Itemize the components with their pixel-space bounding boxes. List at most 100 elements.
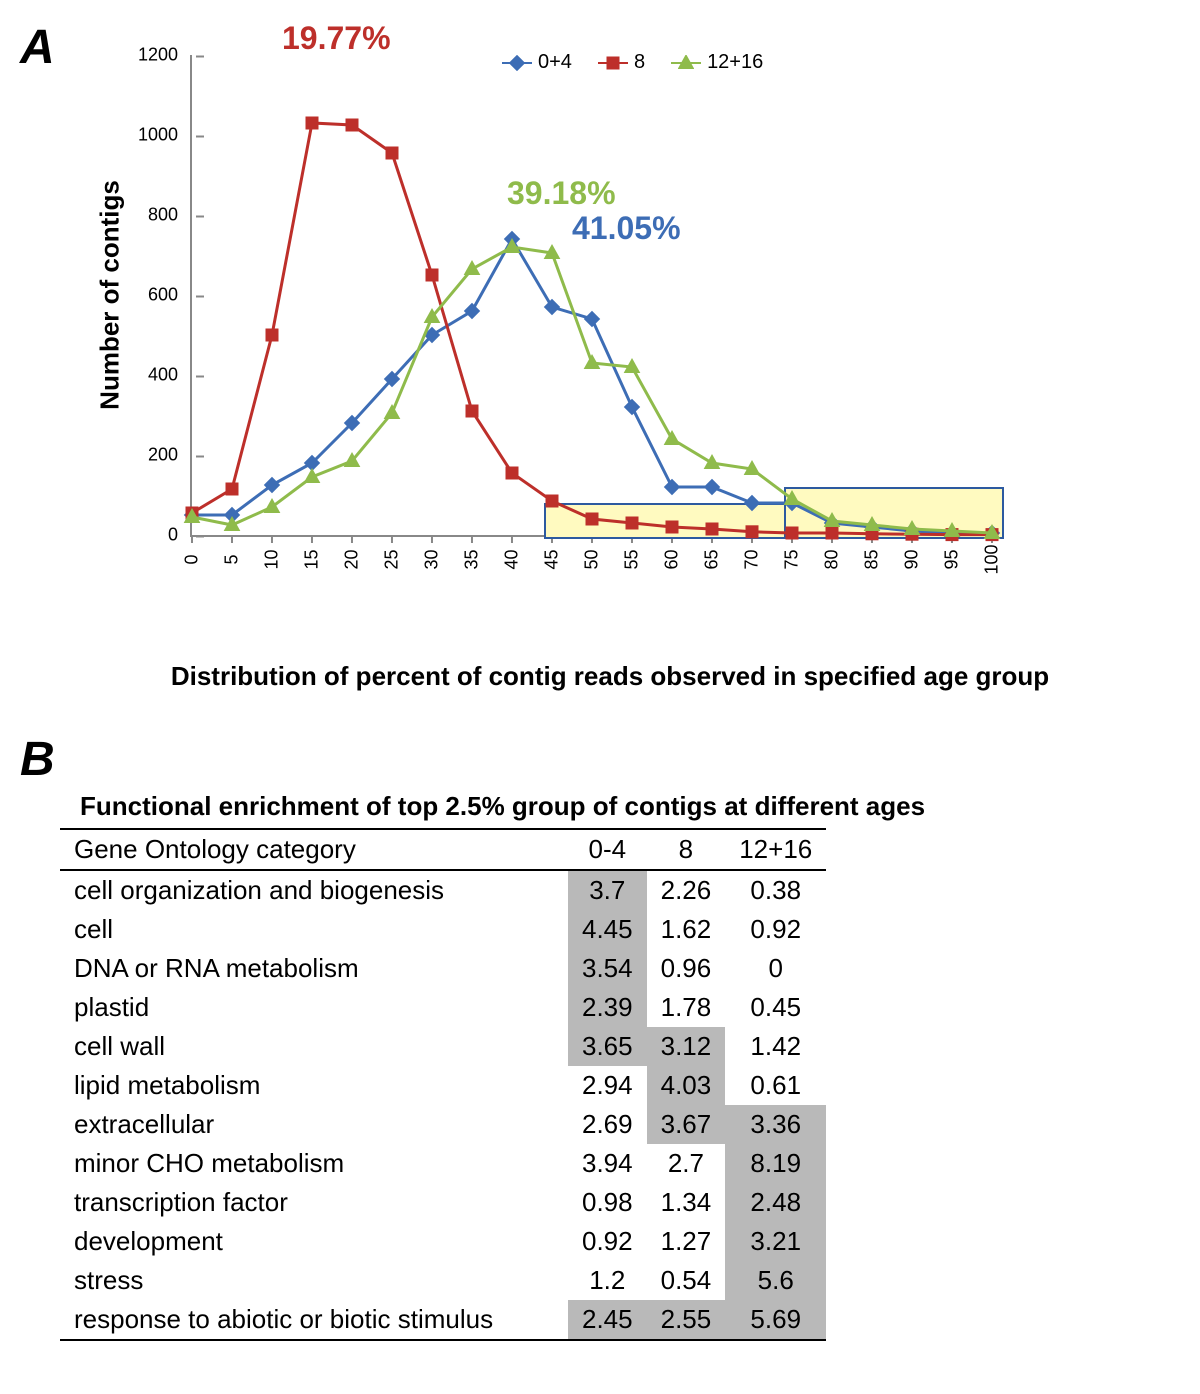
x-tick: 50 — [582, 535, 602, 570]
cell-value: 1.78 — [647, 988, 726, 1027]
cell-value: 4.03 — [647, 1066, 726, 1105]
x-axis-label: Distribution of percent of contig reads … — [110, 661, 1110, 692]
x-tick: 25 — [382, 535, 402, 570]
plot-area: 0+4 8 12+16 0200400600800100012000510152… — [190, 55, 992, 537]
x-tick: 45 — [542, 535, 562, 570]
cell-value: 3.7 — [568, 870, 647, 910]
cell-value: 3.94 — [568, 1144, 647, 1183]
chart-container: Number of contigs 0+4 8 12+16 0200400600… — [110, 45, 1180, 692]
y-tick: 1200 — [138, 45, 192, 66]
cell-value: 2.69 — [568, 1105, 647, 1144]
x-tick: 10 — [262, 535, 282, 570]
cell-value: 0.54 — [647, 1261, 726, 1300]
cell-category: stress — [60, 1261, 568, 1300]
cell-value: 2.94 — [568, 1066, 647, 1105]
x-tick: 70 — [742, 535, 762, 570]
cell-value: 2.55 — [647, 1300, 726, 1340]
x-tick: 80 — [822, 535, 842, 570]
panel-b-label: B — [20, 732, 1180, 787]
x-tick: 5 — [227, 535, 237, 570]
cell-value: 0.61 — [725, 1066, 826, 1105]
cell-category: plastid — [60, 988, 568, 1027]
cell-category: extracellular — [60, 1105, 568, 1144]
y-tick: 800 — [148, 205, 192, 226]
cell-value: 0.98 — [568, 1183, 647, 1222]
cell-value: 2.7 — [647, 1144, 726, 1183]
table-row: development0.921.273.21 — [60, 1222, 826, 1261]
y-tick: 600 — [148, 285, 192, 306]
cell-value: 1.27 — [647, 1222, 726, 1261]
cell-value: 1.34 — [647, 1183, 726, 1222]
x-tick: 75 — [782, 535, 802, 570]
cell-value: 0.45 — [725, 988, 826, 1027]
x-tick: 20 — [342, 535, 362, 570]
panel-b: B Functional enrichment of top 2.5% grou… — [20, 732, 1180, 1341]
col-age: 8 — [647, 829, 726, 870]
table-body: cell organization and biogenesis3.72.260… — [60, 870, 826, 1340]
cell-value: 1.62 — [647, 910, 726, 949]
cell-value: 2.26 — [647, 870, 726, 910]
col-category: Gene Ontology category — [60, 829, 568, 870]
col-age: 12+16 — [725, 829, 826, 870]
table-row: extracellular2.693.673.36 — [60, 1105, 826, 1144]
table-row: cell4.451.620.92 — [60, 910, 826, 949]
cell-value: 3.36 — [725, 1105, 826, 1144]
y-tick: 1000 — [138, 125, 192, 146]
annotation: 39.18% — [507, 175, 616, 212]
enrichment-table: Gene Ontology category0-4812+16 cell org… — [60, 828, 826, 1341]
cell-value: 2.45 — [568, 1300, 647, 1340]
cell-value: 3.21 — [725, 1222, 826, 1261]
cell-value: 2.39 — [568, 988, 647, 1027]
cell-value: 2.48 — [725, 1183, 826, 1222]
cell-category: transcription factor — [60, 1183, 568, 1222]
cell-category: development — [60, 1222, 568, 1261]
cell-category: cell wall — [60, 1027, 568, 1066]
x-tick: 30 — [422, 535, 442, 570]
table-row: cell wall3.653.121.42 — [60, 1027, 826, 1066]
table-row: cell organization and biogenesis3.72.260… — [60, 870, 826, 910]
series-12+16 — [192, 55, 992, 535]
cell-category: cell — [60, 910, 568, 949]
cell-value: 1.42 — [725, 1027, 826, 1066]
cell-value: 0.92 — [568, 1222, 647, 1261]
x-tick: 55 — [622, 535, 642, 570]
x-tick: 60 — [662, 535, 682, 570]
cell-value: 0 — [725, 949, 826, 988]
cell-value: 5.69 — [725, 1300, 826, 1340]
cell-value: 0.92 — [725, 910, 826, 949]
table-title: Functional enrichment of top 2.5% group … — [80, 791, 1180, 822]
cell-value: 4.45 — [568, 910, 647, 949]
table-header-row: Gene Ontology category0-4812+16 — [60, 829, 826, 870]
cell-category: lipid metabolism — [60, 1066, 568, 1105]
cell-value: 5.6 — [725, 1261, 826, 1300]
x-tick: 35 — [462, 535, 482, 570]
cell-category: minor CHO metabolism — [60, 1144, 568, 1183]
table-row: minor CHO metabolism3.942.78.19 — [60, 1144, 826, 1183]
table-row: stress1.20.545.6 — [60, 1261, 826, 1300]
x-tick: 40 — [502, 535, 522, 570]
annotation: 19.77% — [282, 20, 391, 57]
panel-a: A Number of contigs 0+4 8 12+16 02004006… — [20, 20, 1180, 692]
x-tick: 0 — [187, 535, 197, 570]
x-tick: 15 — [302, 535, 322, 570]
col-age: 0-4 — [568, 829, 647, 870]
cell-value: 8.19 — [725, 1144, 826, 1183]
cell-category: DNA or RNA metabolism — [60, 949, 568, 988]
cell-value: 1.2 — [568, 1261, 647, 1300]
y-tick: 400 — [148, 365, 192, 386]
y-tick: 200 — [148, 445, 192, 466]
cell-value: 3.67 — [647, 1105, 726, 1144]
cell-value: 3.12 — [647, 1027, 726, 1066]
annotation: 41.05% — [572, 210, 681, 247]
cell-category: response to abiotic or biotic stimulus — [60, 1300, 568, 1340]
cell-value: 0.38 — [725, 870, 826, 910]
cell-value: 3.65 — [568, 1027, 647, 1066]
cell-value: 3.54 — [568, 949, 647, 988]
table-row: transcription factor0.981.342.48 — [60, 1183, 826, 1222]
table-row: plastid2.391.780.45 — [60, 988, 826, 1027]
table-row: lipid metabolism2.944.030.61 — [60, 1066, 826, 1105]
table-row: response to abiotic or biotic stimulus2.… — [60, 1300, 826, 1340]
table-row: DNA or RNA metabolism3.540.960 — [60, 949, 826, 988]
cell-category: cell organization and biogenesis — [60, 870, 568, 910]
x-tick: 65 — [702, 535, 722, 570]
